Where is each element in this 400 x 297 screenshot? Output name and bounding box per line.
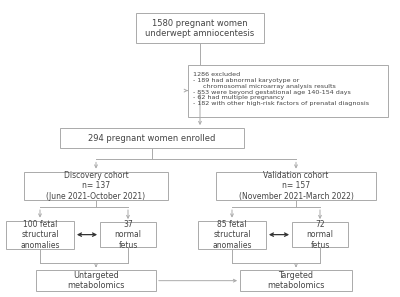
FancyBboxPatch shape [292,222,348,247]
Text: Untargeted
metabolomics: Untargeted metabolomics [67,271,125,290]
Text: 1286 excluded
- 189 had abnormal karyotype or
     chromosomal microarray analys: 1286 excluded - 189 had abnormal karyoty… [193,72,369,106]
FancyBboxPatch shape [60,128,244,148]
Text: Targeted
metabolomics: Targeted metabolomics [267,271,325,290]
FancyBboxPatch shape [198,220,266,249]
Text: 72
normal
fetus: 72 normal fetus [306,220,334,249]
Text: Validation cohort
n= 157
(November 2021-March 2022): Validation cohort n= 157 (November 2021-… [238,171,354,200]
FancyBboxPatch shape [216,172,376,200]
FancyBboxPatch shape [240,270,352,291]
Text: 37
normal
fetus: 37 normal fetus [114,220,142,249]
Text: Discovery cohort
n= 137
(June 2021-October 2021): Discovery cohort n= 137 (June 2021-Octob… [46,171,146,200]
Text: 1580 pregnant women
underwept amniocentesis: 1580 pregnant women underwept amniocente… [145,18,255,38]
FancyBboxPatch shape [100,222,156,247]
FancyBboxPatch shape [6,220,74,249]
Text: 294 pregnant women enrolled: 294 pregnant women enrolled [88,134,216,143]
Text: 85 fetal
structural
anomalies: 85 fetal structural anomalies [212,220,252,249]
FancyBboxPatch shape [36,270,156,291]
FancyBboxPatch shape [24,172,168,200]
FancyBboxPatch shape [188,65,388,117]
FancyBboxPatch shape [136,13,264,43]
Text: 100 fetal
structural
anomalies: 100 fetal structural anomalies [20,220,60,249]
